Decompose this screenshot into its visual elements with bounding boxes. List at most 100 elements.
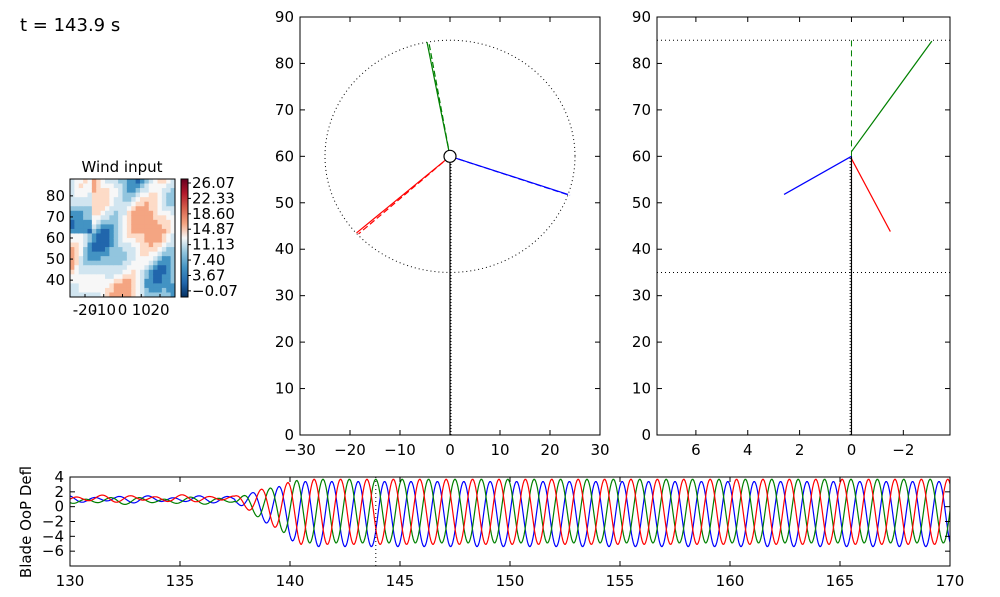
wind-cell [166, 256, 172, 262]
oop-deflection-panel: 130 135 140 145 150 155 160 165 170 420−2−4−6 Bla… [17, 466, 964, 590]
wind-cell [100, 287, 106, 294]
wind-xtick-label: -10 [92, 301, 117, 319]
wind-cell [87, 215, 93, 221]
wind-cell [135, 183, 141, 189]
wind-cell [135, 210, 141, 216]
wind-cell [105, 179, 110, 185]
wind-cell [91, 274, 97, 280]
wind-cell [170, 210, 175, 216]
wind-cell [105, 210, 110, 216]
wind-cell [91, 238, 97, 244]
rotor-side-frame [656, 16, 951, 436]
wind-cell [109, 224, 115, 230]
wind-cell [126, 287, 132, 294]
blue-blade-undeflected [449, 155, 571, 196]
wind-heatmap-cells [70, 179, 175, 297]
wind-cell [157, 183, 163, 189]
wind-cell [113, 219, 119, 225]
wind-cell [157, 238, 163, 244]
wind-cell [83, 278, 89, 284]
wind-cell [140, 215, 145, 221]
wind-cell [126, 274, 132, 280]
wind-cell [131, 287, 137, 294]
wind-cell [74, 292, 80, 297]
wind-cell [109, 247, 115, 253]
wind-cell [131, 197, 137, 203]
wind-cell [148, 278, 154, 284]
wind-cell [113, 179, 119, 185]
wind-cell [153, 269, 159, 275]
wind-cell [166, 206, 172, 212]
wind-cell [131, 228, 137, 235]
wind-cell [166, 183, 172, 189]
wind-cell [157, 283, 163, 289]
wind-cell [109, 201, 115, 207]
wind-cell [161, 188, 167, 194]
wind-cell [83, 274, 89, 280]
wind-cell [105, 283, 110, 289]
colorbar-tick-label: 7.40 [192, 251, 225, 269]
wind-cell [113, 215, 119, 221]
wind-cell [118, 278, 124, 284]
wind-cell [140, 278, 145, 284]
wind-cell [131, 224, 137, 230]
wind-cell [70, 260, 75, 266]
wind-cell [74, 228, 80, 235]
wind-cell [153, 251, 159, 257]
wind-cell [96, 201, 102, 207]
wind-cell [135, 256, 141, 262]
wind-cell [78, 274, 84, 280]
wind-cell [91, 197, 97, 203]
wind-cell [135, 283, 141, 289]
wind-cell [113, 269, 119, 275]
wind-cell [148, 269, 154, 275]
wind-cell [126, 260, 132, 266]
wind-cell [153, 287, 159, 294]
wind-cell [118, 292, 124, 297]
side-ytick-label: 90 [632, 8, 651, 26]
wind-cell [74, 183, 80, 189]
hub-circle [443, 149, 457, 163]
side-xtick-label: 0 [847, 441, 857, 459]
wind-cell [126, 256, 132, 262]
wind-cell [161, 183, 167, 189]
wind-cell [135, 197, 141, 203]
side-ytick-label: 50 [632, 194, 651, 212]
wind-cell [109, 260, 115, 266]
wind-cell [91, 283, 97, 289]
wind-cell [122, 242, 128, 248]
wind-cell [105, 265, 110, 271]
wind-cell [96, 228, 102, 235]
wind-cell [70, 192, 75, 198]
wind-cell [70, 278, 75, 284]
wind-cell [78, 188, 84, 194]
wind-cell [170, 287, 175, 294]
front-ytick-label: 80 [275, 54, 294, 72]
wind-cell [144, 224, 150, 230]
wind-cell [153, 192, 159, 198]
wind-cell [140, 219, 145, 225]
wind-cell [161, 197, 167, 203]
wind-cell [78, 242, 84, 248]
wind-cell [100, 219, 106, 225]
wind-cell [153, 238, 159, 244]
wind-cell [74, 256, 80, 262]
wind-cell [161, 228, 167, 235]
wind-cell [126, 201, 132, 207]
wind-cell [113, 224, 119, 230]
wind-cell [91, 206, 97, 212]
wind-cell [148, 251, 154, 257]
wind-input-title: Wind input [81, 158, 162, 176]
wind-xtick-label: 20 [150, 301, 169, 319]
wind-cell [78, 278, 84, 284]
wind-cell [161, 269, 167, 275]
wind-cell [122, 201, 128, 207]
wind-cell [122, 179, 128, 185]
wind-cell [118, 228, 124, 235]
wind-cell [78, 269, 84, 275]
wind-cell [105, 192, 110, 198]
wind-cell [113, 242, 119, 248]
wind-cell [148, 192, 154, 198]
wind-cell [109, 210, 115, 216]
wind-cell [118, 242, 124, 248]
